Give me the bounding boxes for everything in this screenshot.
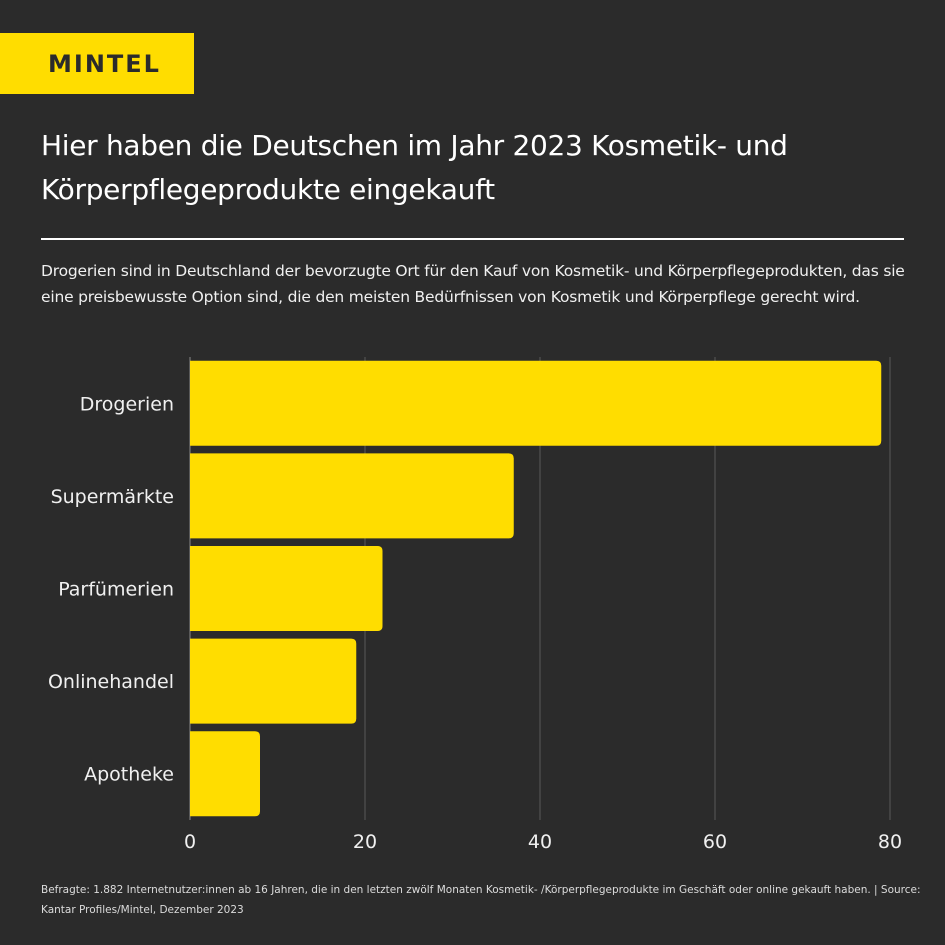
- x-tick-label: 40: [528, 831, 552, 853]
- bar-parfümerien: [190, 546, 383, 631]
- bars: [190, 360, 882, 817]
- category-labels: Drogerien Supermärkte Parfümerien Onlinehan…: [48, 393, 174, 785]
- x-tick-label: 60: [703, 831, 727, 853]
- title-divider: [41, 238, 904, 240]
- chart-title: Hier haben die Deutschen im Jahr 2023 Ko…: [41, 129, 788, 206]
- category-label: Onlinehandel: [48, 671, 174, 693]
- category-label: Supermärkte: [51, 486, 174, 508]
- category-label: Drogerien: [80, 393, 174, 415]
- x-tick-label: 20: [353, 831, 377, 853]
- bar-supermärkte: [190, 453, 514, 539]
- category-label: Parfümerien: [58, 579, 174, 601]
- x-tick-label: 80: [878, 831, 902, 853]
- bar-chart: Drogerien Supermärkte Parfümerien Onlinehan…: [48, 357, 902, 853]
- category-label: Apotheke: [84, 764, 174, 786]
- x-axis-tick-labels: 0 20 40 60 80: [184, 831, 902, 853]
- footnote: Befragte: 1.882 Internetnutzer:innen ab …: [41, 884, 921, 916]
- bar-drogerien: [190, 360, 882, 446]
- chart-subtitle: Drogerien sind in Deutschland der bevorz…: [41, 262, 905, 306]
- bar-apotheke: [190, 731, 260, 817]
- bar-onlinehandel: [190, 638, 357, 724]
- mintel-logo: MINTEL: [0, 33, 194, 94]
- logo-text: MINTEL: [48, 49, 161, 78]
- x-tick-label: 0: [184, 831, 196, 853]
